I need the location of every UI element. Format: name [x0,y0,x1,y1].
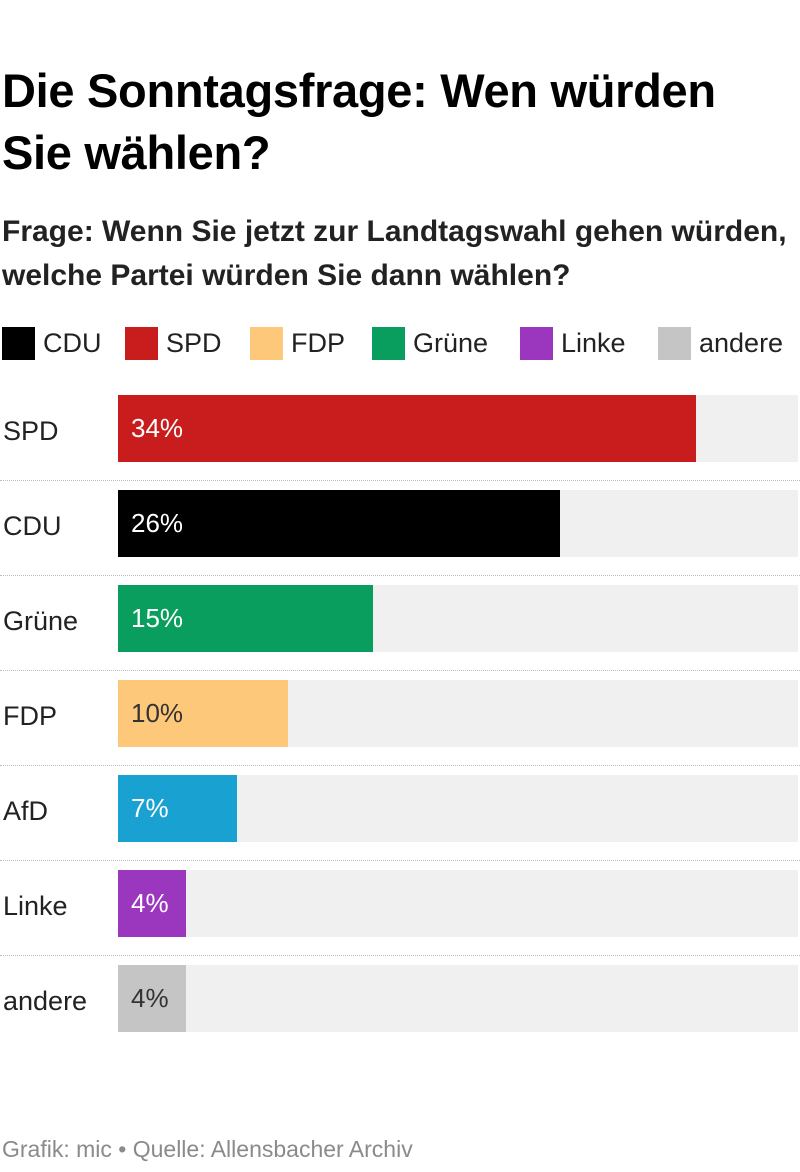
legend-swatch [372,326,405,360]
bar [118,490,560,557]
legend-item: FDP [250,323,345,363]
legend-label: Grüne [413,327,489,358]
category-label: FDP [3,701,57,731]
category-label: SPD [3,416,59,446]
legend-label: andere [699,327,784,358]
legend: CDU SPD FDP Grüne Linke andere [2,323,800,363]
legend-item: Linke [520,323,626,363]
bar-track: 26% [118,490,798,557]
category-label: AfD [3,796,49,826]
legend-label: Linke [561,327,626,358]
bar [118,395,696,462]
legend-swatch [658,326,691,360]
value-label: 10% [131,698,184,728]
chart-subtitle: Frage: Wenn Sie jetzt zur Landtagswahl g… [2,215,787,292]
bar-row: Grüne 15% [0,575,800,670]
legend-item: Grüne [372,323,488,363]
bar-row: Linke 4% [0,860,800,955]
value-label: 4% [131,888,169,918]
legend-swatch [250,326,283,360]
bar [118,775,237,842]
bar-row: FDP 10% [0,670,800,765]
bar [118,585,373,652]
row-divider [0,955,800,956]
legend-swatch [2,326,35,360]
category-label: andere [3,986,88,1016]
row-divider [0,575,800,576]
bar [118,870,186,937]
category-label: CDU [3,511,62,541]
bar-track: 4% [118,965,798,1032]
bar-row: SPD 34% [0,385,800,480]
legend-swatch [520,326,553,360]
bar-track: 15% [118,585,798,652]
bar-track: 10% [118,680,798,747]
source-footer: Grafik: mic • Quelle: Allensbacher Archi… [2,1136,413,1162]
value-label: 15% [131,603,184,633]
category-label: Linke [3,891,68,921]
bar [118,965,186,1032]
legend-swatch [125,326,158,360]
value-label: 26% [131,508,184,538]
bar-track: 34% [118,395,798,462]
bar-row: CDU 26% [0,480,800,575]
value-label: 4% [131,983,169,1013]
bar-row: AfD 7% [0,765,800,860]
category-label: Grüne [3,606,79,636]
row-divider [0,480,800,481]
legend-label: SPD [166,327,222,358]
value-label: 34% [131,413,184,443]
legend-item: CDU [2,323,102,363]
legend-label: CDU [43,327,102,358]
row-divider [0,765,800,766]
value-label: 7% [131,793,169,823]
bar-row: andere 4% [0,955,800,1050]
row-divider [0,860,800,861]
bar-track: 7% [118,775,798,842]
legend-item: SPD [125,323,222,363]
chart-title: Die Sonntagsfrage: Wen würden Sie wählen… [2,64,716,179]
bar [118,680,288,747]
legend-item: andere [658,323,783,363]
row-divider [0,670,800,671]
bar-track: 4% [118,870,798,937]
legend-label: FDP [291,327,345,358]
